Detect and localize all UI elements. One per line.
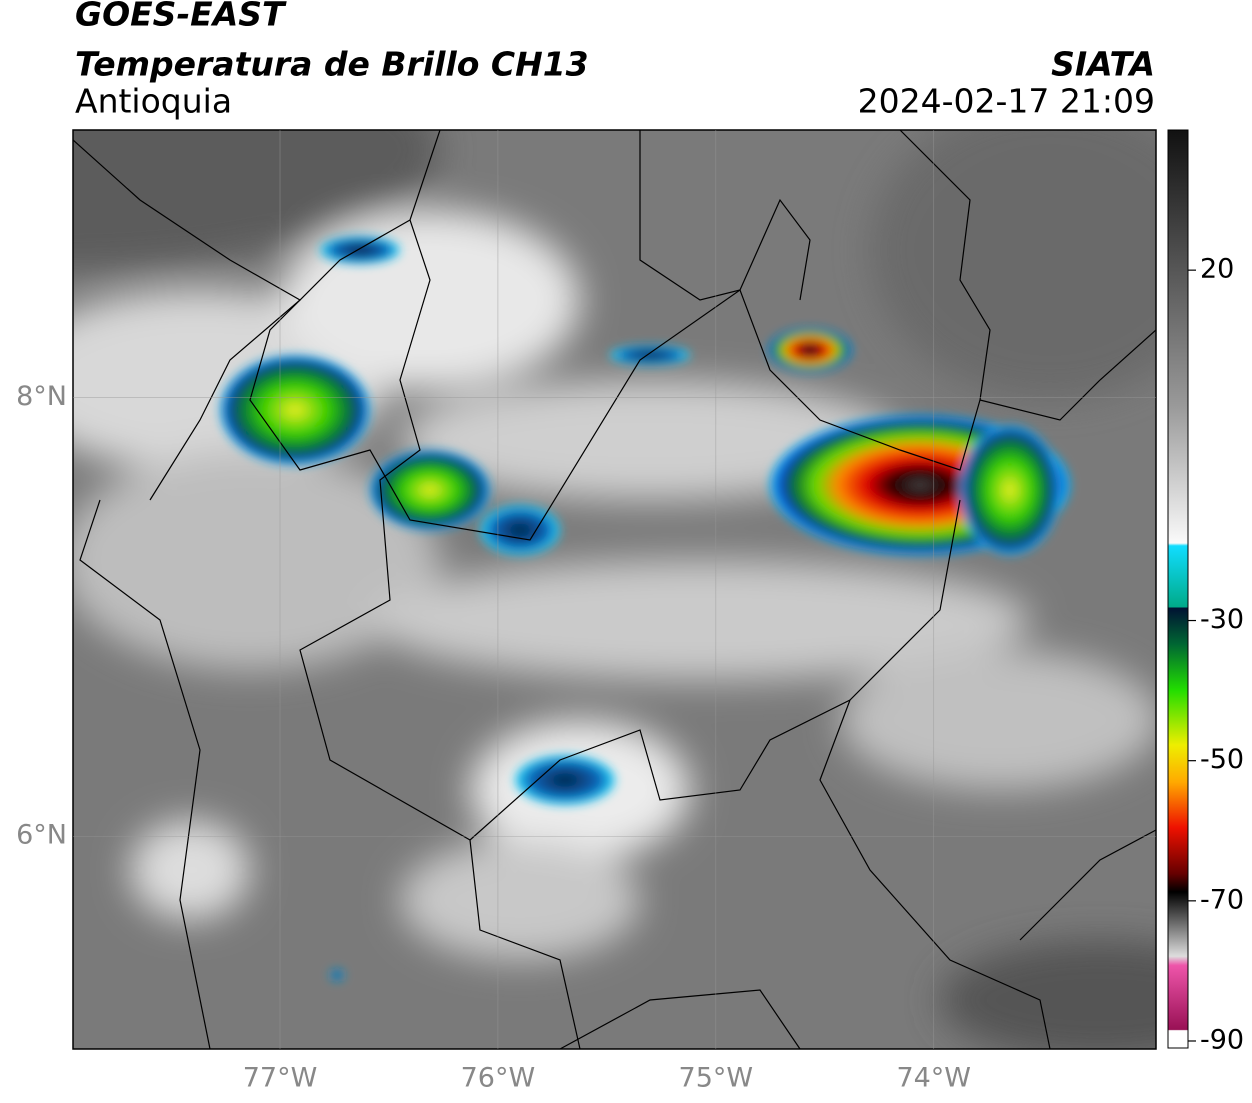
satellite: GOES-EAST [75,0,287,34]
x-tick-label: 76°W [461,1063,536,1094]
x-tick-label: 77°W [243,1063,318,1094]
x-tick-label: 75°W [679,1063,754,1094]
map-frame [72,129,1157,1050]
datetime: 2024-02-17 21:09 [858,82,1155,121]
colorbar-tick-label: -90 [1200,1024,1244,1055]
x-tick-label: 74°W [896,1063,971,1094]
colorbar [1167,129,1189,1049]
agency: SIATA [1051,45,1155,84]
colorbar-tick-label: -50 [1200,744,1244,775]
colorbar-tick-label: -70 [1200,884,1244,915]
y-tick-label: 8°N [16,381,67,412]
colorbar-tick-label: 20 [1200,254,1234,285]
y-tick-label: 6°N [16,820,67,851]
storms [220,236,1070,981]
product: Temperatura de Brillo CH13 [75,45,589,84]
region: Antioquia [75,82,232,121]
colorbar-tick-label: -30 [1200,604,1244,635]
map-image [73,130,1156,1049]
clouds [73,130,1156,1049]
borders [73,130,1156,1049]
